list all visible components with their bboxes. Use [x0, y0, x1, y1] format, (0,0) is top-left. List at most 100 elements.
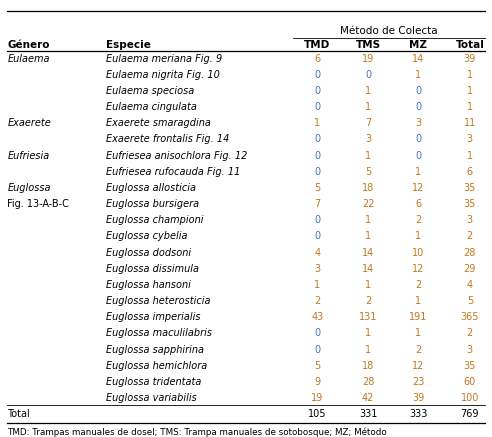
- Text: 14: 14: [362, 248, 374, 257]
- Text: 1: 1: [467, 86, 473, 96]
- Text: 22: 22: [362, 199, 374, 209]
- Text: 1: 1: [314, 118, 320, 128]
- Text: 35: 35: [463, 361, 476, 371]
- Text: 18: 18: [362, 361, 374, 371]
- Text: Eufriesia: Eufriesia: [7, 151, 50, 160]
- Text: 1: 1: [365, 151, 371, 160]
- Text: 39: 39: [412, 393, 424, 403]
- Text: 1: 1: [365, 232, 371, 241]
- Text: Euglossa hansoni: Euglossa hansoni: [106, 280, 191, 290]
- Text: 6: 6: [314, 54, 320, 63]
- Text: 0: 0: [314, 135, 320, 144]
- Text: 4: 4: [467, 280, 473, 290]
- Text: 0: 0: [314, 70, 320, 80]
- Text: 331: 331: [359, 409, 377, 419]
- Text: Euglossa tridentata: Euglossa tridentata: [106, 377, 201, 387]
- Text: MZ: MZ: [409, 40, 427, 50]
- Text: Especie: Especie: [106, 40, 151, 50]
- Text: Euglossa sapphirina: Euglossa sapphirina: [106, 345, 204, 354]
- Text: 0: 0: [314, 167, 320, 177]
- Text: 0: 0: [415, 102, 421, 112]
- Text: 2: 2: [314, 296, 320, 306]
- Text: TMD: Trampas manuales de dosel; TMS: Trampa manuales de sotobosque; MZ; Método: TMD: Trampas manuales de dosel; TMS: Tra…: [7, 428, 387, 437]
- Text: Total: Total: [456, 40, 484, 50]
- Text: 3: 3: [467, 215, 473, 225]
- Text: 1: 1: [415, 167, 421, 177]
- Text: 1: 1: [365, 86, 371, 96]
- Text: Género: Género: [7, 40, 50, 50]
- Text: Exaerete frontalis Fig. 14: Exaerete frontalis Fig. 14: [106, 135, 229, 144]
- Text: 12: 12: [412, 183, 425, 193]
- Text: 191: 191: [409, 312, 428, 322]
- Text: Euglossa cybelia: Euglossa cybelia: [106, 232, 187, 241]
- Text: 60: 60: [464, 377, 476, 387]
- Text: 7: 7: [314, 199, 320, 209]
- Text: Eulaema: Eulaema: [7, 54, 50, 63]
- Text: 29: 29: [463, 264, 476, 274]
- Text: 365: 365: [461, 312, 479, 322]
- Text: TMD: TMD: [304, 40, 331, 50]
- Text: 131: 131: [359, 312, 377, 322]
- Text: Euglossa heterosticia: Euglossa heterosticia: [106, 296, 210, 306]
- Text: 6: 6: [415, 199, 421, 209]
- Text: 2: 2: [365, 296, 371, 306]
- Text: 100: 100: [461, 393, 479, 403]
- Text: 4: 4: [314, 248, 320, 257]
- Text: 1: 1: [415, 296, 421, 306]
- Text: 18: 18: [362, 183, 374, 193]
- Text: 0: 0: [314, 329, 320, 338]
- Text: 1: 1: [415, 70, 421, 80]
- Text: Exaerete smaragdina: Exaerete smaragdina: [106, 118, 211, 128]
- Text: 6: 6: [467, 167, 473, 177]
- Text: Euglossa: Euglossa: [7, 183, 51, 193]
- Text: TMS: TMS: [355, 40, 381, 50]
- Text: 0: 0: [314, 151, 320, 160]
- Text: 0: 0: [415, 86, 421, 96]
- Text: 28: 28: [362, 377, 374, 387]
- Text: 1: 1: [365, 215, 371, 225]
- Text: 3: 3: [365, 135, 371, 144]
- Text: Exaerete: Exaerete: [7, 118, 51, 128]
- Text: 0: 0: [415, 135, 421, 144]
- Text: 19: 19: [311, 393, 323, 403]
- Text: Euglossa bursigera: Euglossa bursigera: [106, 199, 199, 209]
- Text: 2: 2: [415, 345, 421, 354]
- Text: 23: 23: [412, 377, 425, 387]
- Text: 14: 14: [362, 264, 374, 274]
- Text: 35: 35: [463, 183, 476, 193]
- Text: 0: 0: [314, 345, 320, 354]
- Text: 7: 7: [365, 118, 371, 128]
- Text: Euglossa variabilis: Euglossa variabilis: [106, 393, 196, 403]
- Text: 5: 5: [467, 296, 473, 306]
- Text: 5: 5: [365, 167, 371, 177]
- Text: 0: 0: [314, 86, 320, 96]
- Text: 11: 11: [464, 118, 476, 128]
- Text: 1: 1: [365, 102, 371, 112]
- Text: 1: 1: [467, 102, 473, 112]
- Text: 2: 2: [415, 280, 421, 290]
- Text: 0: 0: [314, 215, 320, 225]
- Text: 1: 1: [365, 345, 371, 354]
- Text: 5: 5: [314, 183, 320, 193]
- Text: Eulaema speciosa: Eulaema speciosa: [106, 86, 194, 96]
- Text: 35: 35: [463, 199, 476, 209]
- Text: 39: 39: [464, 54, 476, 63]
- Text: 43: 43: [311, 312, 323, 322]
- Text: Método de Colecta: Método de Colecta: [340, 26, 437, 35]
- Text: Euglossa maculilabris: Euglossa maculilabris: [106, 329, 212, 338]
- Text: 1: 1: [467, 70, 473, 80]
- Text: 9: 9: [314, 377, 320, 387]
- Text: Eufriesea anisochlora Fig. 12: Eufriesea anisochlora Fig. 12: [106, 151, 247, 160]
- Text: 2: 2: [467, 232, 473, 241]
- Text: 105: 105: [308, 409, 327, 419]
- Text: 3: 3: [467, 135, 473, 144]
- Text: Fig. 13-A-B-C: Fig. 13-A-B-C: [7, 199, 69, 209]
- Text: 1: 1: [415, 232, 421, 241]
- Text: 10: 10: [412, 248, 424, 257]
- Text: Euglossa dissimula: Euglossa dissimula: [106, 264, 199, 274]
- Text: 2: 2: [467, 329, 473, 338]
- Text: 0: 0: [415, 151, 421, 160]
- Text: 333: 333: [409, 409, 428, 419]
- Text: 1: 1: [365, 329, 371, 338]
- Text: Euglossa dodsoni: Euglossa dodsoni: [106, 248, 191, 257]
